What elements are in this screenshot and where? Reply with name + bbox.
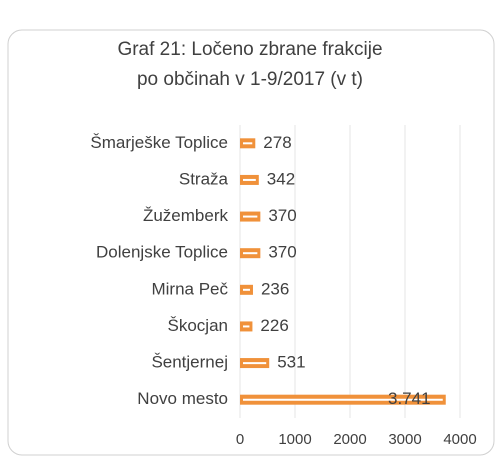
value-label: 3.741 xyxy=(388,389,431,408)
value-label: 342 xyxy=(267,169,295,188)
value-label: 226 xyxy=(260,316,288,335)
x-tick-label: 1000 xyxy=(278,431,311,448)
y-tick-label: Straža xyxy=(179,169,229,188)
y-tick-label: Žužemberk xyxy=(143,206,229,225)
y-tick-label: Škocjan xyxy=(168,316,228,335)
chart-frame xyxy=(7,29,495,456)
value-label: 236 xyxy=(261,279,289,298)
value-label: 531 xyxy=(277,353,305,372)
x-tick-label: 2000 xyxy=(333,431,366,448)
y-tick-label: Šmarješke Toplice xyxy=(90,133,228,152)
y-tick-label: Šentjernej xyxy=(151,353,228,372)
value-label: 278 xyxy=(263,133,291,152)
x-tick-label: 3000 xyxy=(388,431,421,448)
y-tick-label: Dolenjske Toplice xyxy=(96,243,228,262)
chart-subtitle: po občinah v 1-9/2017 (v t) xyxy=(137,69,363,90)
chart-title: Graf 21: Ločeno zbrane frakcije xyxy=(117,39,382,60)
value-label: 370 xyxy=(268,206,296,225)
y-tick-label: Mirna Peč xyxy=(151,279,228,298)
x-tick-label: 4000 xyxy=(443,431,476,448)
x-tick-label: 0 xyxy=(236,431,244,448)
value-label: 370 xyxy=(268,243,296,262)
y-tick-label: Novo mesto xyxy=(137,389,228,408)
